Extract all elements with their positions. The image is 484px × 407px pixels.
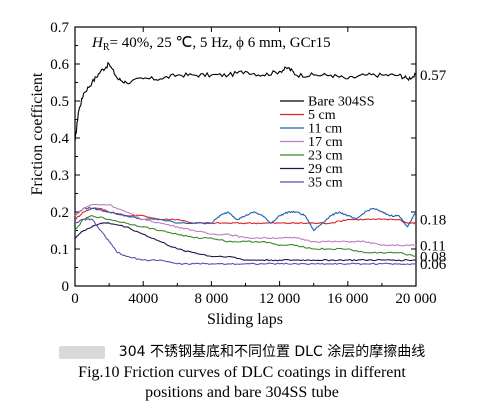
figure-caption-line-2: Fig.10 Friction curves of DLC coatings i… [78, 364, 406, 381]
y-tick-label: 0.2 [50, 205, 69, 221]
condition-rest: = 40%, 25 ℃, 5 Hz, ϕ 6 mm, GCr15 [110, 35, 331, 51]
x-tick-label: 12 000 [259, 291, 300, 307]
legend-label: 17 cm [308, 135, 343, 150]
legend-label: 5 cm [308, 108, 336, 123]
x-axis-label: Sliding laps [207, 311, 283, 328]
series-line-23-cm [74, 215, 417, 257]
series-line-35-cm [74, 218, 417, 266]
y-tick-label: 0.4 [50, 131, 69, 147]
end-value-label: 0.08 [420, 249, 446, 265]
legend-label: Bare 304SS [308, 95, 375, 110]
y-tick-label: 0.5 [50, 94, 69, 110]
end-value-label: 0.06 [420, 257, 447, 273]
test-condition-label: HR= 40%, 25 ℃, 5 Hz, ϕ 6 mm, GCr15 [91, 35, 331, 53]
end-value-label: 0.18 [420, 212, 446, 228]
x-tick-label: 20 000 [395, 291, 436, 307]
figure-caption-chinese: 304 不锈钢基底和不同位置 DLC 涂层的摩擦曲线 [0, 341, 484, 361]
legend-label: 29 cm [308, 162, 343, 177]
end-value-label: 0.57 [420, 68, 447, 84]
series-line-11-cm [74, 206, 417, 232]
x-tick-label: 16 000 [327, 291, 368, 307]
caption-line-1: 304 不锈钢基底和不同位置 DLC 涂层的摩擦曲线 [118, 344, 426, 360]
y-tick-label: 0.1 [50, 242, 69, 258]
series-line-5-cm [74, 207, 417, 225]
condition-subscript: R [103, 42, 110, 53]
y-tick-label: 0.6 [50, 57, 69, 73]
redacted-mark [58, 345, 105, 359]
end-value-label: 0.11 [420, 238, 446, 254]
x-tick-label: 0 [71, 291, 79, 307]
y-axis-label: Friction coefficient [29, 72, 46, 195]
plot-frame [74, 26, 417, 287]
y-tick-label: 0.3 [50, 168, 69, 184]
x-tick-label: 4000 [128, 291, 158, 307]
y-tick-label: 0 [62, 279, 70, 295]
series-line-17-cm [74, 203, 417, 247]
series-line-29-cm [74, 221, 417, 262]
figure-caption-line-3: positions and bare 304SS tube [145, 384, 339, 401]
series-line-bare-304ss [74, 61, 417, 142]
legend-label: 23 cm [308, 149, 343, 164]
legend-label: 35 cm [308, 176, 343, 191]
legend-label: 11 cm [308, 122, 342, 137]
condition-prefix: H [91, 35, 104, 51]
chart-plot-layer: 0 4000 8 000 12 000 16 000 20 000 0 0.1 0.2 0.3 0.… [50, 20, 447, 307]
y-tick-label: 0.7 [50, 20, 69, 36]
x-tick-label: 8 000 [195, 291, 229, 307]
friction-chart: 0 4000 8 000 12 000 16 000 20 000 0 0.1 0.2 0.3 0.… [29, 20, 447, 328]
